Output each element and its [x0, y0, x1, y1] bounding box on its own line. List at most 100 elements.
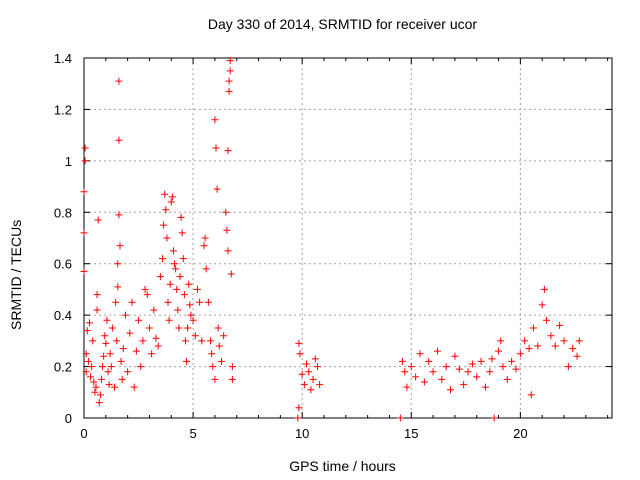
data-point-0-46 — [126, 329, 134, 337]
data-point-0-142 — [433, 347, 441, 355]
data-point-0-25 — [102, 339, 110, 347]
data-point-0-109 — [223, 226, 231, 234]
data-point-0-86 — [186, 301, 194, 309]
tick-labels: 0 5 10 15 20 0 0.2 0.4 0.6 0.8 1 1.2 1.4 — [54, 51, 528, 441]
data-point-0-40 — [116, 242, 124, 250]
data-point-0-76 — [175, 324, 183, 332]
data-point-0-93 — [200, 242, 208, 250]
data-point-0-70 — [168, 193, 176, 201]
data-point-0-56 — [148, 350, 156, 358]
data-point-0-58 — [152, 334, 160, 342]
y-tick-label-4: 0.8 — [54, 205, 72, 220]
data-point-0-67 — [165, 316, 173, 324]
data-point-0-2 — [80, 188, 88, 196]
data-point-0-149 — [464, 368, 472, 376]
data-point-0-61 — [159, 255, 167, 263]
data-point-0-152 — [477, 357, 485, 365]
data-point-0-31 — [108, 324, 116, 332]
data-point-0-48 — [130, 383, 138, 391]
data-point-0-15 — [92, 383, 100, 391]
data-point-0-85 — [185, 280, 193, 288]
data-point-0-99 — [209, 363, 217, 371]
data-point-0-8 — [84, 357, 92, 365]
data-point-0-178 — [573, 352, 581, 360]
data-point-0-100 — [211, 375, 219, 383]
data-point-0-174 — [556, 321, 564, 329]
data-point-0-131 — [316, 381, 324, 389]
data-point-0-30 — [107, 363, 115, 371]
data-point-0-47 — [128, 298, 136, 306]
data-point-0-65 — [163, 234, 171, 242]
chart-title: Day 330 of 2014, SRMTID for receiver uco… — [207, 16, 478, 32]
data-point-0-101 — [211, 116, 219, 124]
data-point-0-123 — [298, 370, 306, 378]
data-point-0-13 — [90, 378, 98, 386]
data-point-0-111 — [224, 147, 232, 155]
data-point-0-63 — [161, 190, 169, 198]
data-point-0-17 — [93, 291, 101, 299]
data-point-0-80 — [179, 255, 187, 263]
data-point-0-120 — [295, 404, 303, 412]
data-point-0-134 — [401, 368, 409, 376]
data-point-0-92 — [198, 337, 206, 345]
data-point-0-90 — [193, 285, 201, 293]
data-point-0-7 — [83, 327, 91, 335]
data-point-0-43 — [119, 345, 127, 353]
data-point-0-136 — [407, 363, 415, 371]
data-point-0-27 — [104, 368, 112, 376]
data-point-0-55 — [145, 324, 153, 332]
data-point-0-129 — [311, 355, 319, 363]
data-point-0-133 — [399, 357, 407, 365]
data-point-0-115 — [226, 57, 234, 65]
data-point-0-143 — [438, 375, 446, 383]
data-point-0-98 — [208, 350, 216, 358]
data-point-0-170 — [540, 285, 548, 293]
data-point-0-69 — [167, 198, 175, 206]
data-point-0-164 — [521, 337, 529, 345]
data-point-0-91 — [196, 298, 204, 306]
data-point-0-146 — [451, 352, 459, 360]
data-point-0-0 — [80, 267, 88, 275]
data-point-0-36 — [114, 260, 122, 268]
data-point-0-153 — [481, 383, 489, 391]
data-point-0-172 — [547, 332, 555, 340]
data-point-0-162 — [512, 365, 520, 373]
data-point-0-179 — [575, 337, 583, 345]
data-point-0-38 — [115, 136, 123, 144]
data-point-0-157 — [495, 347, 503, 355]
y-axis-label: SRMTID / TECUs — [8, 219, 24, 330]
data-point-0-26 — [103, 316, 111, 324]
data-point-0-54 — [143, 291, 151, 299]
y-tick-label-3: 0.6 — [54, 257, 72, 272]
data-point-0-89 — [191, 332, 199, 340]
data-point-0-71 — [169, 247, 177, 255]
data-point-0-52 — [139, 337, 147, 345]
data-point-0-23 — [100, 352, 108, 360]
data-point-0-21 — [97, 375, 105, 383]
data-point-0-151 — [473, 373, 481, 381]
data-point-0-132 — [396, 414, 404, 422]
data-point-0-87 — [187, 311, 195, 319]
data-point-0-119 — [294, 414, 302, 422]
data-point-0-10 — [87, 373, 95, 381]
y-tick-label-0: 0 — [65, 411, 72, 426]
data-point-0-107 — [220, 332, 228, 340]
x-tick-label-3: 15 — [404, 426, 418, 441]
data-point-0-171 — [543, 316, 551, 324]
data-point-0-78 — [177, 213, 185, 221]
data-point-0-74 — [173, 285, 181, 293]
data-point-0-159 — [499, 363, 507, 371]
data-point-0-139 — [420, 378, 428, 386]
data-point-0-166 — [527, 391, 535, 399]
data-point-0-18 — [94, 216, 102, 224]
data-point-0-79 — [178, 229, 186, 237]
data-point-0-39 — [115, 211, 123, 219]
data-point-0-165 — [525, 345, 533, 353]
x-tick-label-1: 5 — [189, 426, 196, 441]
data-point-0-114 — [226, 67, 234, 75]
data-point-0-81 — [180, 291, 188, 299]
data-point-0-19 — [95, 399, 103, 407]
data-point-0-135 — [403, 383, 411, 391]
data-point-0-37 — [115, 77, 123, 85]
